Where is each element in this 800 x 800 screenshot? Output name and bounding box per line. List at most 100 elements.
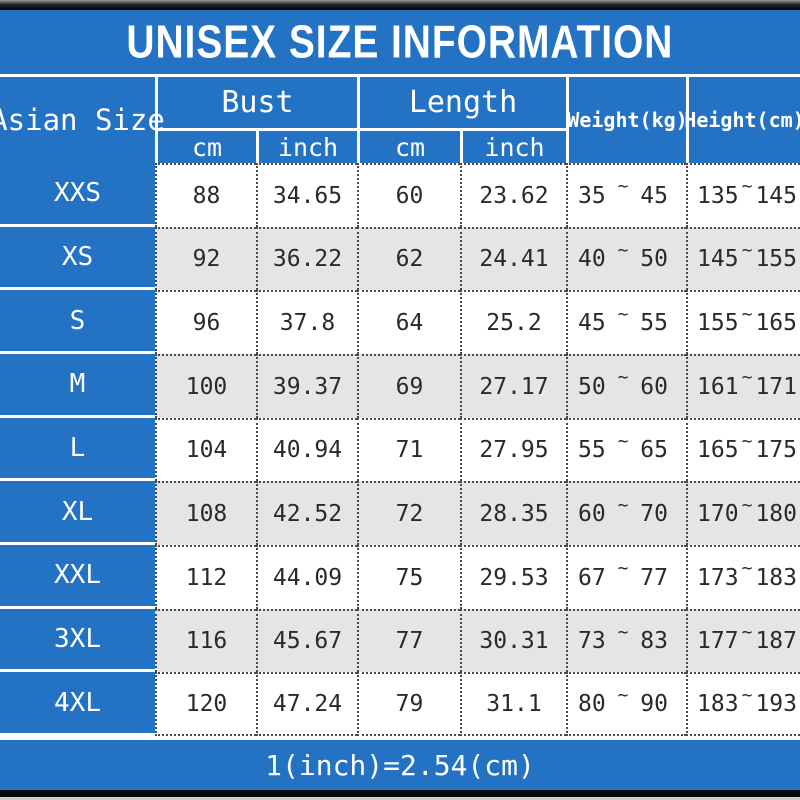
height-max: 171 — [755, 373, 797, 400]
tilde-icon: ~ — [741, 494, 753, 516]
height-range-cell: 170 ~180 — [686, 481, 800, 545]
weight-range-cell: 35 ~45 — [566, 163, 686, 227]
weight-range-cell: 45 ~55 — [566, 290, 686, 354]
height-max: 145 — [755, 182, 797, 209]
header-length-inch: inch — [460, 128, 566, 163]
tilde-icon: ~ — [617, 430, 629, 452]
length-cm-cell: 72 — [357, 481, 460, 545]
tilde-icon: ~ — [741, 239, 753, 261]
weight-range-cell: 73 ~83 — [566, 608, 686, 673]
bust-cm-cell: 108 — [155, 481, 256, 545]
height-range-cell: 135 ~145 — [686, 163, 800, 227]
table-row-l: L 104 40.94 71 27.95 55 ~65 165 ~175 — [0, 417, 800, 482]
height-min: 170 — [697, 501, 739, 528]
height-max: 187 — [755, 628, 797, 655]
height-range-cell: 155 ~165 — [686, 290, 800, 354]
tilde-icon: ~ — [617, 621, 629, 643]
bottom-black-bar — [0, 790, 800, 797]
table-row-m: M 100 39.37 69 27.17 50 ~60 161 ~171 — [0, 354, 800, 418]
page-title: UNISEX SIZE INFORMATION — [126, 15, 674, 68]
size-label: S — [0, 290, 155, 354]
header-weight: Weight(kg) — [566, 77, 688, 163]
weight-min: 50 — [578, 373, 606, 400]
bust-inch-cell: 42.52 — [256, 481, 357, 545]
table-row-xl: XL 108 42.52 72 28.35 60 ~70 170 ~180 — [0, 481, 800, 545]
tilde-icon: ~ — [741, 621, 753, 643]
bust-inch-cell: 44.09 — [256, 545, 357, 609]
height-range-cell: 173 ~183 — [686, 545, 800, 609]
bust-inch-cell: 40.94 — [256, 417, 357, 482]
header-bust-cm: cm — [155, 128, 256, 163]
weight-min: 35 — [578, 182, 606, 209]
length-cm-cell: 62 — [357, 226, 460, 291]
table-row-s: S 96 37.8 64 25.2 45 ~55 155 ~165 — [0, 290, 800, 354]
bottom-edge-line — [0, 797, 800, 800]
tilde-icon: ~ — [617, 684, 629, 706]
table-body: XXS 88 34.65 60 23.62 35 ~45 135 ~145 XS 9… — [0, 163, 800, 736]
size-label: XXS — [0, 163, 155, 227]
header-length-cm: cm — [357, 128, 460, 163]
height-min: 183 — [697, 691, 739, 718]
title-band: UNISEX SIZE INFORMATION — [0, 10, 800, 77]
tilde-icon: ~ — [741, 430, 753, 452]
weight-range-cell: 60 ~70 — [566, 481, 686, 545]
weight-max: 50 — [640, 246, 668, 273]
weight-range-cell: 55 ~65 — [566, 417, 686, 482]
weight-min: 73 — [578, 628, 606, 655]
height-range-cell: 177 ~187 — [686, 608, 800, 673]
weight-range-cell: 67 ~77 — [566, 545, 686, 609]
length-inch-cell: 27.17 — [460, 354, 566, 418]
height-max: 183 — [755, 564, 797, 591]
height-min: 173 — [697, 564, 739, 591]
header-bust-inch: inch — [256, 128, 357, 163]
header-height: Height(cm) — [684, 77, 800, 163]
height-range-cell: 161 ~171 — [686, 354, 800, 418]
length-cm-cell: 79 — [357, 672, 460, 736]
tilde-icon: ~ — [741, 684, 753, 706]
weight-range-cell: 50 ~60 — [566, 354, 686, 418]
height-range-cell: 183 ~193 — [686, 672, 800, 736]
size-label: XL — [0, 481, 155, 545]
table-row-xxl: XXL 112 44.09 75 29.53 67 ~77 173 ~183 — [0, 545, 800, 609]
conversion-note: 1(inch)=2.54(cm) — [265, 748, 535, 782]
length-cm-cell: 64 — [357, 290, 460, 354]
height-max: 155 — [755, 246, 797, 273]
bust-cm-cell: 96 — [155, 290, 256, 354]
bust-cm-cell: 92 — [155, 226, 256, 291]
height-min: 165 — [697, 437, 739, 464]
height-max: 175 — [755, 437, 797, 464]
height-min: 161 — [697, 373, 739, 400]
tilde-icon: ~ — [617, 494, 629, 516]
weight-range-cell: 40 ~50 — [566, 226, 686, 291]
weight-min: 67 — [578, 564, 606, 591]
tilde-icon: ~ — [741, 367, 753, 389]
length-inch-cell: 29.53 — [460, 545, 566, 609]
length-inch-cell: 27.95 — [460, 417, 566, 482]
bust-inch-cell: 39.37 — [256, 354, 357, 418]
bust-cm-cell: 120 — [155, 672, 256, 736]
height-range-cell: 165 ~175 — [686, 417, 800, 482]
table-header: Asian Size Bust Length Weight(kg) Height… — [0, 77, 800, 163]
weight-max: 55 — [640, 310, 668, 337]
tilde-icon: ~ — [617, 303, 629, 325]
weight-min: 80 — [578, 691, 606, 718]
bust-cm-cell: 100 — [155, 354, 256, 418]
height-min: 155 — [697, 310, 739, 337]
weight-min: 60 — [578, 501, 606, 528]
length-inch-cell: 25.2 — [460, 290, 566, 354]
size-label: L — [0, 417, 155, 482]
weight-max: 65 — [640, 437, 668, 464]
size-label: XXL — [0, 545, 155, 609]
header-bust-group: Bust — [155, 77, 357, 128]
length-inch-cell: 30.31 — [460, 608, 566, 673]
bust-inch-cell: 36.22 — [256, 226, 357, 291]
length-inch-cell: 31.1 — [460, 672, 566, 736]
length-inch-cell: 24.41 — [460, 226, 566, 291]
tilde-icon: ~ — [741, 303, 753, 325]
tilde-icon: ~ — [617, 558, 629, 580]
size-label: 4XL — [0, 672, 155, 736]
top-black-bar — [0, 0, 800, 10]
height-max: 193 — [755, 691, 797, 718]
tilde-icon: ~ — [617, 239, 629, 261]
